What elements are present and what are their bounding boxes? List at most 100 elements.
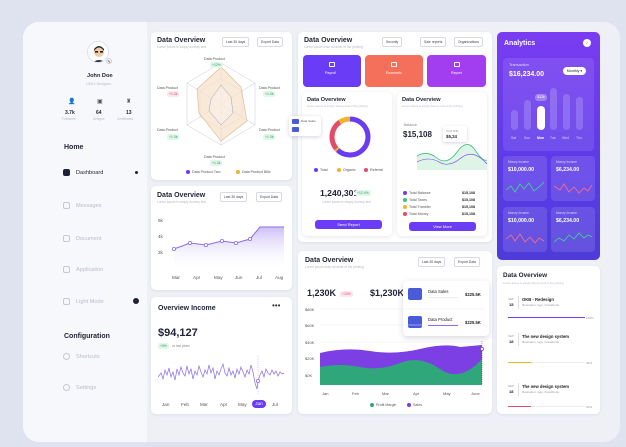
income-month-may: May: [238, 402, 247, 407]
income-tile-3-label: Money Income: [508, 211, 529, 215]
nav-item-application[interactable]: Application: [63, 266, 103, 273]
balance-tooltip-label: Total Bills: [446, 129, 459, 133]
area-stat-2: $1,230K: [370, 288, 405, 298]
line-export-button[interactable]: Export Data: [256, 192, 282, 202]
radar-label-right-top: Data Product: [259, 86, 280, 90]
radar-legend-1: Data Product Two: [186, 170, 221, 174]
top-filter-sale-reports[interactable]: Sale reports: [420, 37, 447, 47]
task-3-percent: 30%: [586, 405, 593, 409]
income-tile-4[interactable]: [551, 207, 595, 252]
area-export-button[interactable]: Export Data: [454, 257, 480, 267]
area-popup-value-1: $225.5K: [465, 292, 481, 297]
bar-label-sun: Sun: [524, 136, 531, 140]
area-ytick-80k: $80K: [305, 307, 315, 312]
task-2-month: SEP: [508, 334, 515, 338]
income-month-mar: Mar: [200, 402, 208, 407]
send-report-button[interactable]: Send Report: [315, 220, 382, 229]
donut-legend-organic: Organic: [337, 168, 356, 172]
tile-payroll[interactable]: [303, 55, 361, 87]
donut-badge: +12.4%: [355, 190, 371, 196]
stat-certificates-label: Certificates: [117, 117, 133, 121]
balance-row-1: Total Balance: [403, 191, 431, 195]
top-card-title: Data Overview: [304, 37, 353, 44]
radar-value-left-top: +1.3k: [167, 91, 180, 97]
period-select[interactable]: Monthly ▾: [563, 67, 586, 75]
chevron-down-icon[interactable]: ▾: [111, 73, 114, 78]
top-filter-organizations[interactable]: Organizations: [454, 37, 483, 47]
nav-item-document[interactable]: Document: [63, 235, 102, 242]
bar-mon-active[interactable]: [537, 106, 545, 130]
balance-card-subtitle: Lorem ipsum is simply dummy text of the …: [402, 104, 463, 108]
bar-mon-tooltip: $12k: [535, 94, 547, 101]
task-1-title: OKB - Redesign: [522, 297, 554, 302]
nav-item-dashboard[interactable]: Dashboard: [63, 169, 103, 176]
income-tile-1[interactable]: [503, 156, 547, 201]
tile-report[interactable]: [427, 55, 486, 87]
radar-label-bottom: Data Product: [204, 155, 225, 159]
area-xtick-apr: Apr: [413, 391, 420, 396]
donut-chart: [329, 116, 371, 158]
profile-role: UI/UX Designer: [86, 82, 111, 86]
donut-legend-referral: Referral: [364, 168, 383, 172]
radar-value-right-bottom: +1.3k: [263, 134, 276, 140]
income-tile-2[interactable]: [551, 156, 595, 201]
line-xtick-aug: Aug: [275, 275, 284, 280]
followers-icon: 👤: [68, 99, 76, 105]
balance-row-2: Total Taxes: [403, 198, 427, 202]
radar-filter-select[interactable]: Last 30 days: [222, 37, 250, 47]
view-more-button[interactable]: View More: [409, 222, 476, 231]
income-badge: +5%: [158, 343, 169, 349]
avatar-edit-icon[interactable]: ✎: [106, 58, 112, 64]
line-chart: [172, 226, 284, 271]
payroll-icon: [329, 62, 335, 67]
notification-icon[interactable]: ♪: [583, 39, 591, 47]
balance-row-2-value: $15,108: [462, 198, 475, 202]
donut-note: Lorem ipsum is simply dummy text: [322, 200, 371, 204]
profile-name: John Doe: [87, 73, 113, 79]
radar-value-right-top: +1.3k: [263, 91, 276, 97]
line-card-subtitle: Lorem ipsum is simply dummy text: [157, 200, 206, 204]
bar-tue: [550, 88, 557, 130]
line-filter-select[interactable]: Last 30 days: [220, 192, 248, 202]
radar-card-subtitle: Lorem ipsum is simply dummy text: [157, 45, 206, 49]
balance-tooltip-value: $5,24: [446, 134, 457, 139]
light-mode-toggle[interactable]: [133, 298, 139, 304]
nav-item-messages[interactable]: Messages: [63, 202, 102, 209]
tile-economic-label: Economic: [386, 71, 402, 75]
nav-item-shortcuts[interactable]: Shortcuts: [63, 353, 100, 360]
area-chart: [320, 308, 485, 385]
area-xtick-jan: Jan: [322, 391, 329, 396]
area-ytick-60k: $60K: [305, 323, 315, 328]
donut-card-title: Data Overview: [307, 97, 346, 103]
stat-designs-label: Designs: [93, 117, 105, 121]
balance-row-3-value: $15,108: [462, 205, 475, 209]
task-2-divider: [518, 333, 519, 346]
task-1-month: SEP: [508, 297, 515, 301]
task-2-progress-fill: [508, 362, 532, 364]
area-badge-1: +10%: [340, 291, 353, 297]
donut-legend-total: Total: [314, 168, 328, 172]
task-1-progress: [508, 317, 585, 319]
balance-amount: $15,108: [403, 130, 432, 139]
income-month-jun-active[interactable]: Jun: [252, 400, 266, 408]
radar-label-left-top: Data Product: [157, 86, 178, 90]
radar-chart: [186, 62, 256, 146]
income-tile-2-sparkline: [554, 183, 592, 194]
tasks-card-subtitle: Lorem ipsum is simply dummy text of the …: [503, 281, 564, 285]
stat-followers-label: Followers: [62, 117, 76, 121]
nav-item-light-mode[interactable]: Light Mode: [63, 298, 104, 305]
line-xtick-may: May: [214, 275, 223, 280]
bar-sat: [511, 110, 518, 130]
tile-economic[interactable]: [365, 55, 423, 87]
top-filter-security[interactable]: Security: [382, 37, 403, 47]
line-ytick-6k: 6k: [158, 218, 163, 223]
income-tile-3[interactable]: [503, 207, 547, 252]
donut-card-subtitle: Lorem ipsum is simply dummy text of the …: [307, 104, 368, 108]
more-icon[interactable]: •••: [272, 301, 281, 310]
radar-export-button[interactable]: Export Data: [257, 37, 283, 47]
nav-item-settings[interactable]: Settings: [63, 384, 96, 391]
area-filter-select[interactable]: Last 30 days: [418, 257, 446, 267]
avatar[interactable]: [87, 41, 109, 63]
line-xtick-mar: Mar: [172, 275, 180, 280]
line-ytick-4k: 4k: [158, 234, 163, 239]
